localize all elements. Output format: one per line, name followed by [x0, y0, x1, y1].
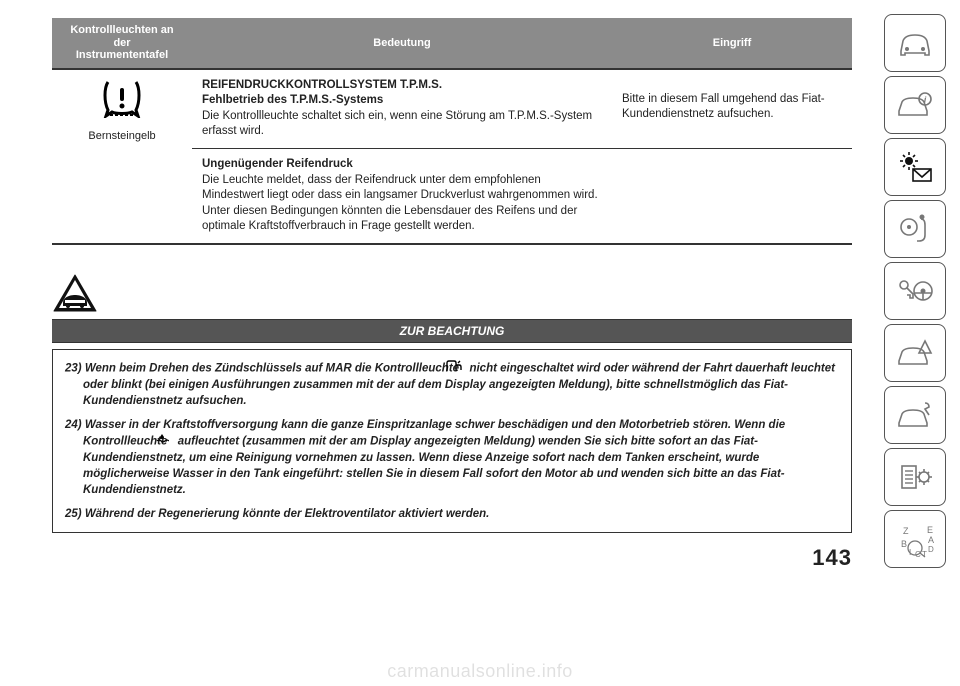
- row2-title: Ungenügender Reifendruck: [202, 158, 353, 170]
- row1-body: Die Kontrollleuchte schaltet sich ein, w…: [202, 110, 592, 138]
- table-header-col3: Eingriff: [612, 18, 852, 69]
- row2-meaning: Ungenügender Reifendruck Die Leuchte mel…: [192, 148, 612, 243]
- svg-text:T: T: [922, 550, 927, 559]
- warning-table: Kontrollleuchten an der Instrumententafe…: [52, 18, 852, 245]
- notice-title-bar: ZUR BEACHTUNG: [52, 319, 852, 343]
- key-steering-icon[interactable]: [884, 262, 946, 320]
- warning-light-mail-icon[interactable]: [884, 138, 946, 196]
- section-sidebar: i Z E B A ICTD: [884, 14, 946, 568]
- row2-body: Die Leuchte meldet, dass der Reifendruck…: [202, 174, 598, 233]
- notice-24b-text: aufleuchtet (zusammen mit der am Display…: [83, 436, 785, 497]
- notice-23a-text: 23) Wenn beim Drehen des Zündschlüssels …: [65, 362, 462, 374]
- alphabet-index-icon[interactable]: Z E B A ICTD: [884, 510, 946, 568]
- warning-triangle-icon: [52, 273, 98, 313]
- svg-text:D: D: [928, 545, 934, 554]
- checklist-gear-icon[interactable]: [884, 448, 946, 506]
- tpms-icon-cell: Bernsteingelb: [52, 69, 192, 244]
- car-info-icon[interactable]: i: [884, 76, 946, 134]
- car-front-icon[interactable]: [884, 14, 946, 72]
- notice-box: 23) Wenn beim Drehen des Zündschlüssels …: [52, 349, 852, 534]
- svg-text:C: C: [915, 550, 921, 559]
- table-header-col2: Bedeutung: [192, 18, 612, 69]
- svg-text:I: I: [909, 548, 911, 557]
- page-content: Kontrollleuchten an der Instrumententafe…: [52, 18, 852, 533]
- notice-23: 23) Wenn beim Drehen des Zündschlüssels …: [65, 360, 839, 409]
- row1-subtitle: Fehlbetrieb des T.P.M.S.-Systems: [202, 94, 383, 106]
- row2-action: [612, 148, 852, 243]
- row1-title: REIFENDRUCKKONTROLLSYSTEM T.P.M.S.: [202, 79, 442, 91]
- svg-text:B: B: [901, 539, 907, 549]
- svg-text:Z: Z: [903, 526, 909, 536]
- svg-text:i: i: [924, 95, 927, 105]
- svg-text:E: E: [927, 525, 933, 535]
- car-hazard-icon[interactable]: [884, 324, 946, 382]
- tpms-icon: [100, 78, 144, 118]
- row1-meaning: REIFENDRUCKKONTROLLSYSTEM T.P.M.S. Fehlb…: [192, 69, 612, 149]
- notice-25: 25) Während der Regenerierung könnte der…: [65, 506, 839, 522]
- notice-24: 24) Wasser in der Kraftstoffversorgung k…: [65, 417, 839, 498]
- page-number: 143: [812, 545, 852, 571]
- svg-text:A: A: [928, 535, 934, 545]
- airbag-seat-icon[interactable]: [884, 200, 946, 258]
- car-service-icon[interactable]: [884, 386, 946, 444]
- watermark: carmanualsonline.info: [0, 661, 960, 682]
- tpms-icon-label: Bernsteingelb: [62, 129, 182, 144]
- table-header-col1: Kontrollleuchten an der Instrumententafe…: [52, 18, 192, 69]
- row1-action: Bitte in diesem Fall umgehend das Fiat-K…: [612, 69, 852, 149]
